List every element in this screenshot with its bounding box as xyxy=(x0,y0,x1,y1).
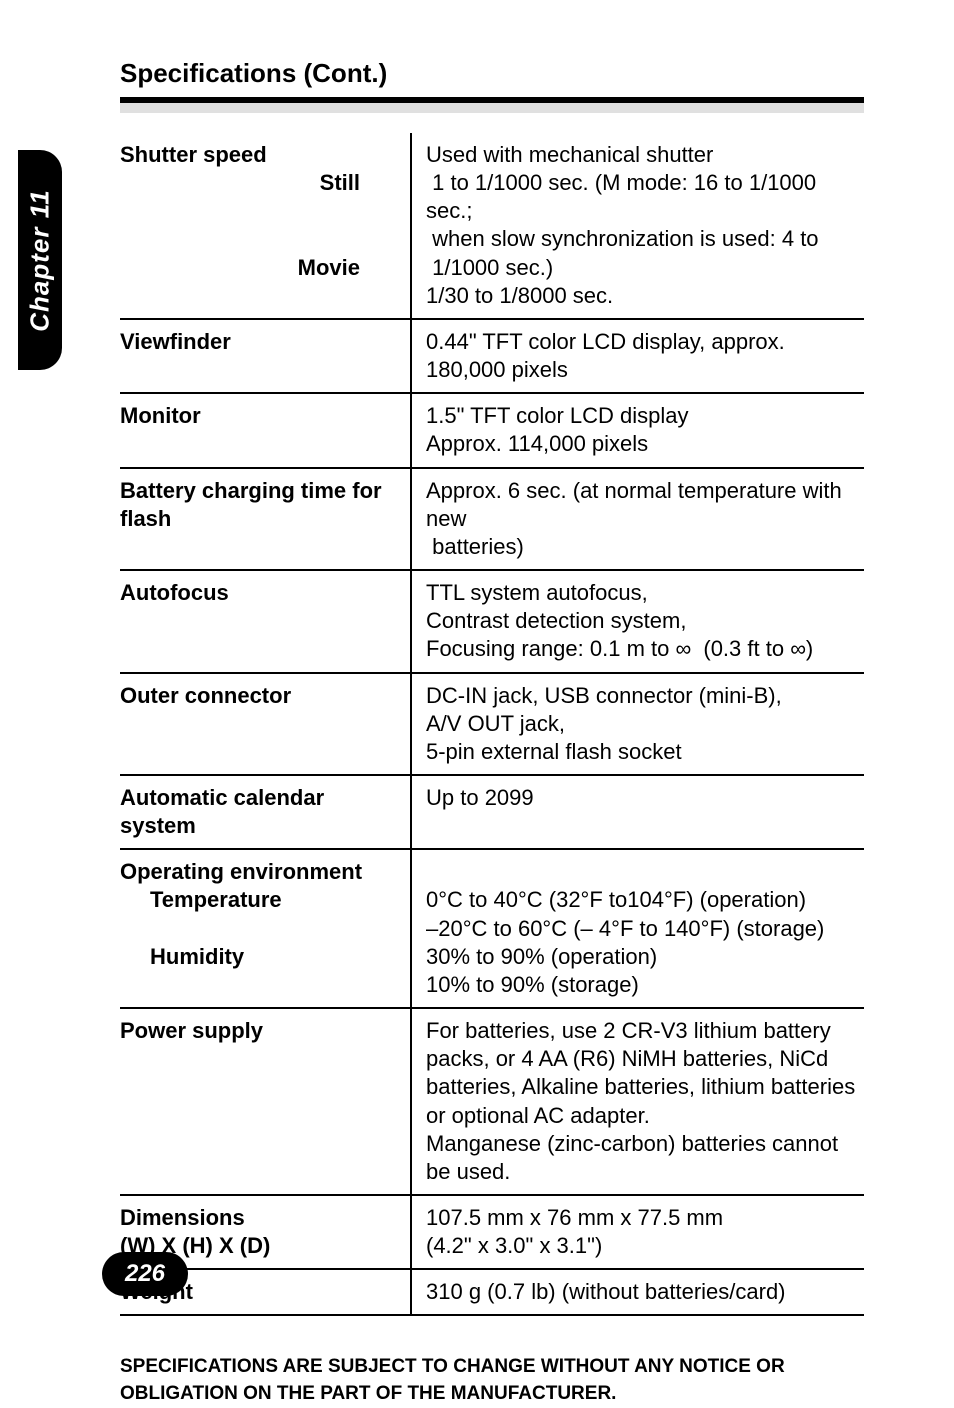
row-label: Automatic calendar system xyxy=(120,775,411,849)
page-container: Chapter 11 Specifications (Cont.) Shutte… xyxy=(0,0,954,1346)
footnote-text: SPECIFICATIONS ARE SUBJECT TO CHANGE WIT… xyxy=(120,1354,864,1407)
row-label: Shutter speedStill Movie xyxy=(120,133,411,319)
row-label: Autofocus xyxy=(120,570,411,672)
page-title: Specifications (Cont.) xyxy=(120,58,864,89)
row-value: TTL system autofocus,Contrast detection … xyxy=(411,570,864,672)
chapter-tab-label: Chapter 11 xyxy=(25,189,56,331)
row-value: DC-IN jack, USB connector (mini-B),A/V O… xyxy=(411,673,864,775)
row-label: Outer connector xyxy=(120,673,411,775)
row-value: Used with mechanical shutter 1 to 1/1000… xyxy=(411,133,864,319)
page-number-badge: 226 xyxy=(102,1252,188,1296)
table-row: Shutter speedStill MovieUsed with mechan… xyxy=(120,133,864,319)
row-label: Battery charging time for flash xyxy=(120,468,411,570)
chapter-tab: Chapter 11 xyxy=(18,150,62,370)
table-row: Automatic calendar systemUp to 2099 xyxy=(120,775,864,849)
row-value: Approx. 6 sec. (at normal temperature wi… xyxy=(411,468,864,570)
row-label: Operating environmentTemperature Humidit… xyxy=(120,849,411,1008)
row-value: 310 g (0.7 lb) (without batteries/card) xyxy=(411,1269,864,1315)
page-number: 226 xyxy=(125,1260,165,1288)
row-label: Monitor xyxy=(120,393,411,467)
table-row: Power supplyFor batteries, use 2 CR-V3 l… xyxy=(120,1008,864,1195)
spec-table: Shutter speedStill MovieUsed with mechan… xyxy=(120,133,864,1316)
table-row: Weight310 g (0.7 lb) (without batteries/… xyxy=(120,1269,864,1315)
row-value: 1.5" TFT color LCD displayApprox. 114,00… xyxy=(411,393,864,467)
table-row: Operating environmentTemperature Humidit… xyxy=(120,849,864,1008)
table-row: AutofocusTTL system autofocus,Contrast d… xyxy=(120,570,864,672)
table-row: Battery charging time for flashApprox. 6… xyxy=(120,468,864,570)
spec-table-body: Shutter speedStill MovieUsed with mechan… xyxy=(120,133,864,1315)
heading-block: Specifications (Cont.) xyxy=(120,58,864,113)
row-value: 0.44" TFT color LCD display, approx. 180… xyxy=(411,319,864,393)
row-label: Power supply xyxy=(120,1008,411,1195)
row-label: Viewfinder xyxy=(120,319,411,393)
table-row: Outer connectorDC-IN jack, USB connector… xyxy=(120,673,864,775)
row-value: 107.5 mm x 76 mm x 77.5 mm(4.2" x 3.0" x… xyxy=(411,1195,864,1269)
row-value: For batteries, use 2 CR-V3 lithium batte… xyxy=(411,1008,864,1195)
row-value: 0°C to 40°C (32°F to104°F) (operation)–2… xyxy=(411,849,864,1008)
title-shadow xyxy=(120,103,864,113)
table-row: Monitor1.5" TFT color LCD displayApprox.… xyxy=(120,393,864,467)
row-value: Up to 2099 xyxy=(411,775,864,849)
table-row: Dimensions(W) X (H) X (D)107.5 mm x 76 m… xyxy=(120,1195,864,1269)
table-row: Viewfinder0.44" TFT color LCD display, a… xyxy=(120,319,864,393)
